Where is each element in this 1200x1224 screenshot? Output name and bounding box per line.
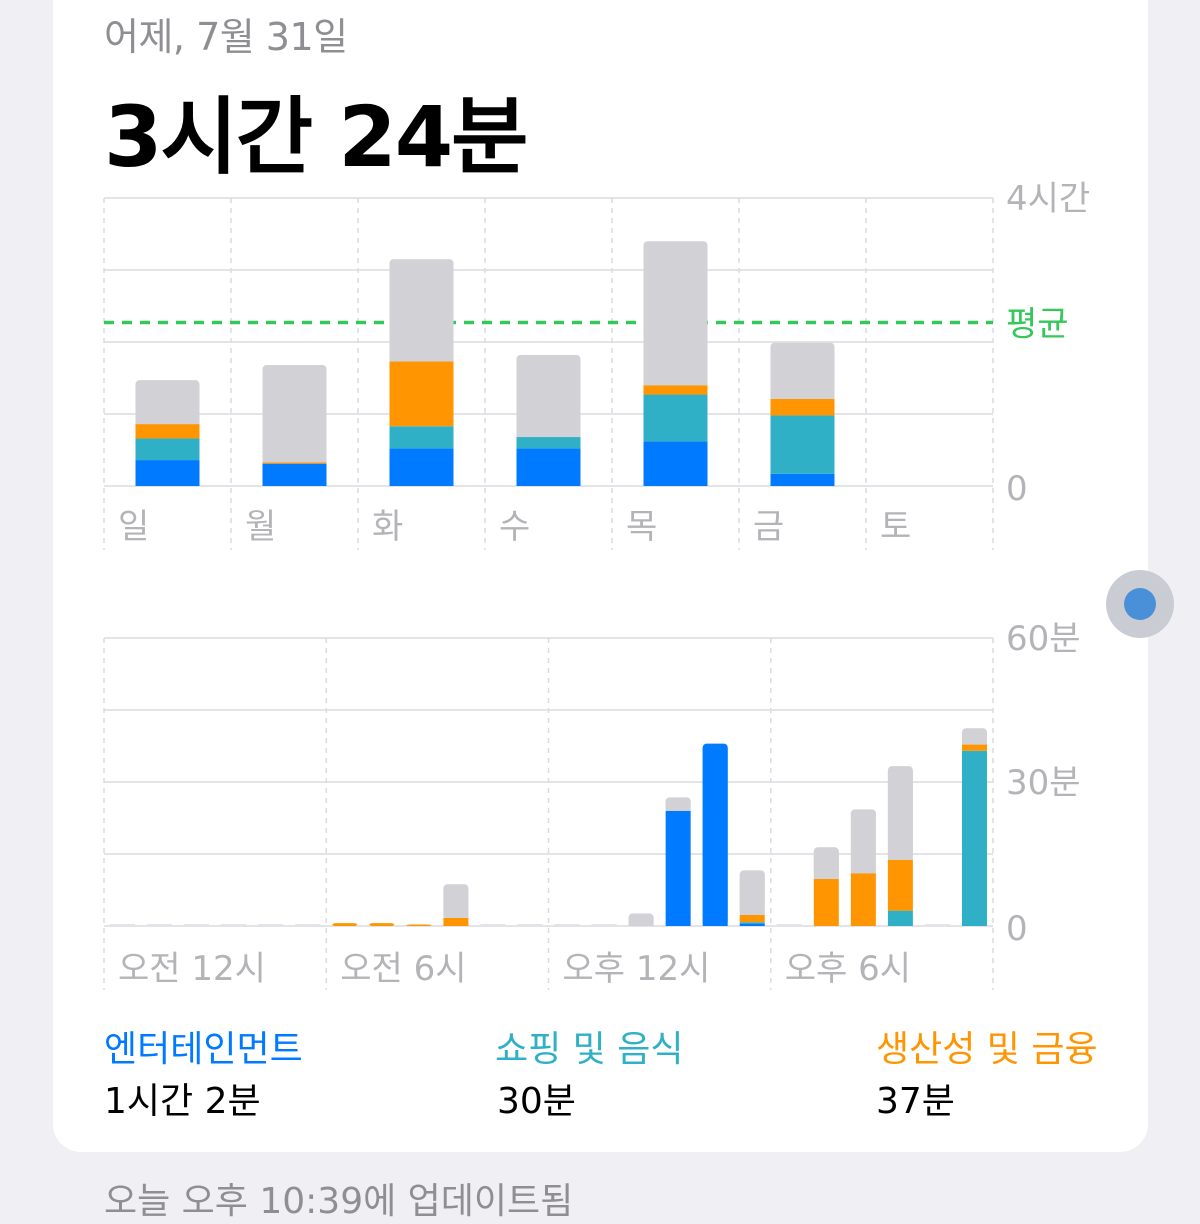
- bar-segment-h21-shopping_food: [887, 910, 913, 926]
- bar-segment-fill-h15-other: [665, 801, 691, 811]
- day-label: 일: [118, 507, 149, 547]
- bar-segment-fill-h19-other: [813, 851, 839, 879]
- legend-label-productivity-finance: 생산성 및 금융: [876, 1029, 1098, 1070]
- bar-segment-fill-h20-other: [850, 813, 876, 874]
- bar-segment-4-entertainment: [643, 441, 708, 486]
- bar-segment-h23-productivity_finance: [961, 744, 987, 751]
- bar-segment-fill-h16-entertainment: [702, 747, 728, 926]
- legend-label-shopping-food: 쇼핑 및 음식: [495, 1029, 684, 1070]
- y-tick-label-max: 4시간: [1006, 180, 1090, 219]
- day-label: 월: [245, 507, 276, 547]
- bar-segment-4-productivity_finance: [643, 385, 708, 395]
- bar-segment-fill-h17-other: [739, 874, 765, 915]
- legend-value-productivity-finance: 37분: [876, 1081, 955, 1122]
- bar-segment-3-entertainment: [516, 448, 581, 486]
- bar-segment-fill-h9-other: [443, 888, 469, 918]
- date-label: 어제, 7월 31일: [104, 15, 348, 59]
- bar-segment-h7-productivity_finance: [369, 923, 395, 926]
- bar-segment-h9-productivity_finance: [443, 917, 469, 926]
- bar-segment-h20-productivity_finance: [850, 873, 876, 926]
- legend-label-entertainment: 엔터테인먼트: [104, 1029, 303, 1070]
- bar-segment-h19-productivity_finance: [813, 878, 839, 926]
- y-tick-label-zero: 0: [1006, 469, 1028, 509]
- bar-segment-0-productivity_finance: [135, 424, 200, 439]
- bar-segment-1-productivity_finance: [262, 462, 327, 464]
- bar-segment-fill-h14-other: [628, 917, 654, 926]
- last-updated-note: 오늘 오후 10:39에 업데이트됨: [104, 1181, 574, 1222]
- average-label: 평균: [1006, 305, 1069, 345]
- bar-segment-fill-5-other: [770, 346, 835, 399]
- bar-segment-2-entertainment: [389, 448, 454, 486]
- y-tick-label: 0: [1006, 909, 1028, 949]
- x-tick-label: 오후 12시: [563, 949, 711, 989]
- day-label: 금: [753, 507, 784, 547]
- bar-segment-fill-2-other: [389, 263, 454, 362]
- bar-segment-0-entertainment: [135, 460, 200, 486]
- bar-segment-2-shopping_food: [389, 426, 454, 449]
- bar-segment-h17-shopping_food: [739, 922, 765, 924]
- day-label: 화: [372, 507, 403, 547]
- bar-segment-5-productivity_finance: [770, 398, 835, 416]
- day-label: 수: [499, 507, 530, 547]
- screen-time-card: [53, 0, 1148, 1152]
- bar-segment-h8-productivity_finance: [406, 924, 432, 926]
- hourly-usage-chart[interactable]: 60분 30분 0 오전 12시 오전 6시 오후 12시 오후 6시: [0, 620, 1200, 1000]
- bar-segment-5-shopping_food: [770, 415, 835, 474]
- bar-segment-h21-productivity_finance: [887, 859, 913, 911]
- bar-segment-h23-shopping_food: [961, 750, 987, 926]
- bar-segment-4-shopping_food: [643, 394, 708, 442]
- y-tick-label: 30분: [1006, 763, 1081, 803]
- y-tick-label: 60분: [1006, 620, 1081, 659]
- bar-segment-fill-h21-other: [887, 770, 913, 860]
- bar-segment-h6-productivity_finance: [332, 923, 358, 926]
- bar-segment-1-entertainment: [262, 463, 327, 486]
- bar-segment-h17-productivity_finance: [739, 914, 765, 923]
- bar-segment-2-productivity_finance: [389, 361, 454, 427]
- legend-value-entertainment: 1시간 2분: [104, 1081, 261, 1122]
- bar-segment-3-shopping_food: [516, 437, 581, 449]
- bar-segment-h15-entertainment: [665, 810, 691, 926]
- day-label: 토: [880, 507, 911, 547]
- bar-segment-fill-4-other: [643, 245, 708, 386]
- bar-segment-fill-3-other: [516, 358, 581, 438]
- bar-segment-fill-1-other: [262, 369, 327, 463]
- x-tick-label: 오후 6시: [785, 949, 911, 989]
- x-tick-label: 오전 12시: [118, 949, 266, 989]
- weekly-usage-chart[interactable]: 평균 4시간 0 일 월 화 수 목 금 토: [0, 180, 1200, 560]
- assistive-touch-dot: [1124, 588, 1156, 620]
- bar-segment-fill-h23-other: [961, 732, 987, 745]
- assistive-touch-button[interactable]: [1106, 570, 1174, 638]
- total-screen-time: 3시간 24분: [104, 88, 528, 186]
- bar-segment-fill-0-other: [135, 384, 200, 425]
- x-tick-label: 오전 6시: [340, 949, 466, 989]
- bar-segment-5-entertainment: [770, 473, 835, 486]
- legend-value-shopping-food: 30분: [497, 1081, 576, 1122]
- bar-segment-h17-entertainment: [739, 923, 765, 926]
- day-label: 목: [626, 507, 657, 547]
- bar-segment-0-shopping_food: [135, 438, 200, 461]
